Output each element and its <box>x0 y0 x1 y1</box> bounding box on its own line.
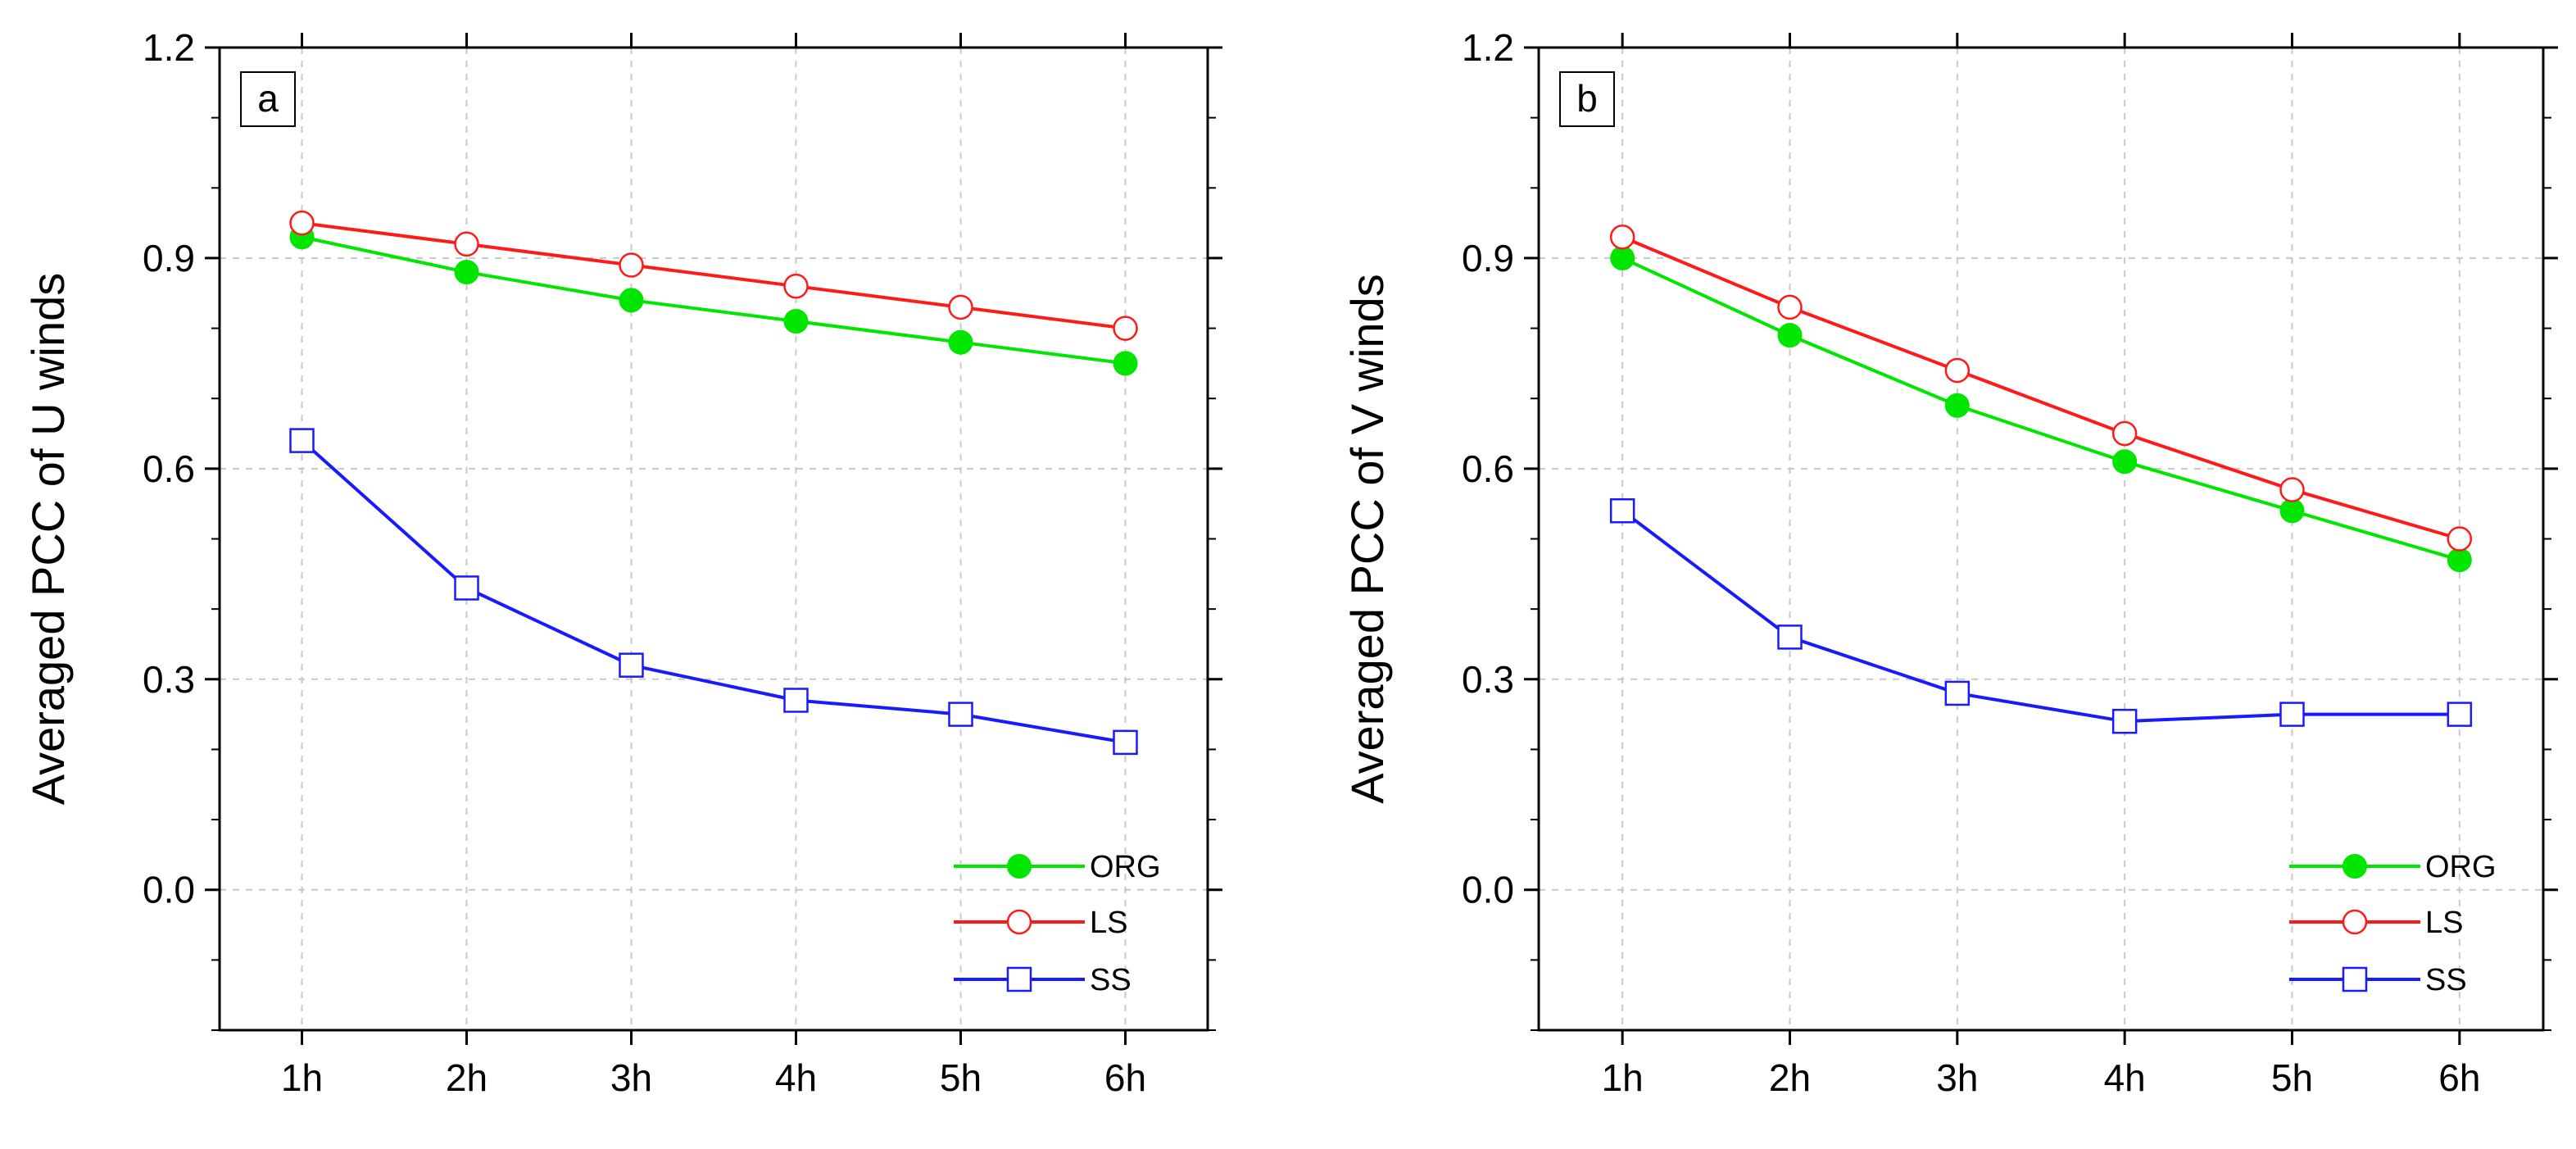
data-point-ls <box>2447 526 2473 552</box>
data-point-org <box>2112 449 2138 475</box>
series-ls <box>1609 224 2473 552</box>
panel-a: 0.0 0.3 0.6 0.9 1.2 1h 2h 3h 4h 5h 6h Averaged PCC … <box>22 26 1222 1099</box>
x-tick-label: 2h <box>446 1056 488 1099</box>
x-tick-label: 1h <box>1602 1056 1644 1099</box>
panel-label: a <box>257 77 279 120</box>
legend-entry-ss: SS <box>2289 963 2467 997</box>
series-ss <box>289 428 1138 756</box>
legend-label: LS <box>1090 906 1127 940</box>
y-tick-label: 0.3 <box>1462 658 1514 701</box>
legend-entry-org: ORG <box>954 850 1161 884</box>
data-point-ls <box>1777 294 1803 320</box>
legend-label: ORG <box>2425 850 2497 884</box>
y-tick-label: 0.3 <box>143 658 195 701</box>
legend-label: SS <box>2425 963 2467 997</box>
data-point-ls <box>1609 224 1635 250</box>
y-tick-label: 0.9 <box>1462 237 1514 279</box>
data-point-ls <box>948 294 973 320</box>
data-point-ss <box>948 702 973 727</box>
x-tick-label: 3h <box>610 1056 652 1099</box>
data-point-ls <box>2279 477 2305 502</box>
data-point-org <box>1610 245 1635 270</box>
data-point-ss <box>289 428 315 453</box>
legend-entry-ls: LS <box>2289 906 2463 940</box>
y-tick-label: 1.2 <box>143 26 195 69</box>
data-point-ss <box>1113 729 1138 756</box>
panel-label-box <box>240 71 296 127</box>
data-point-ss <box>783 688 809 713</box>
data-point-ss <box>1944 680 1971 706</box>
series-line-org <box>302 235 1126 366</box>
x-tick-label: 1h <box>281 1056 323 1099</box>
series-line-org <box>1621 257 2460 562</box>
data-point-ls <box>1944 357 1971 384</box>
legend-marker <box>2342 966 2368 992</box>
plot-frame <box>218 46 1209 1032</box>
data-point-org <box>1113 351 1138 376</box>
y-tick-label: 0.6 <box>143 447 195 490</box>
data-point-ls <box>289 210 315 236</box>
legend-marker <box>1006 909 1032 935</box>
data-point-org <box>2279 498 2305 524</box>
y-tick-label: 0.6 <box>1462 447 1514 490</box>
x-tick-label: 2h <box>1769 1056 1811 1099</box>
series-org <box>1610 245 2472 573</box>
x-tick-label: 5h <box>2271 1056 2313 1099</box>
data-point-ss <box>619 652 644 678</box>
data-point-ss <box>2111 708 2138 734</box>
data-point-ls <box>454 231 479 257</box>
x-tick-label: 6h <box>1104 1056 1146 1099</box>
series-line-ls <box>302 221 1126 330</box>
legend-label: SS <box>1090 963 1132 997</box>
series-line-ls <box>1621 235 2460 541</box>
data-point-ss <box>454 575 479 601</box>
data-point-ls <box>1113 316 1138 341</box>
x-tick-label: 5h <box>940 1056 982 1099</box>
data-point-org <box>454 260 479 285</box>
series-ss <box>1609 497 2473 734</box>
legend-label: ORG <box>1090 850 1161 884</box>
data-point-ss <box>1777 624 1803 650</box>
x-tick-label: 3h <box>1936 1056 1978 1099</box>
series-line-ss <box>1621 509 2460 724</box>
series-org <box>289 225 1138 376</box>
legend-marker <box>1006 966 1032 992</box>
panel-label: b <box>1576 77 1598 120</box>
legend-marker <box>2342 909 2368 935</box>
data-point-org <box>619 288 644 313</box>
data-point-ss <box>2447 702 2473 727</box>
legend-entry-ss: SS <box>954 963 1132 997</box>
x-tick-label: 6h <box>2438 1056 2480 1099</box>
x-tick-label: 4h <box>775 1056 817 1099</box>
data-point-org <box>783 309 809 334</box>
data-point-org <box>948 329 973 355</box>
panel-label-box <box>1559 71 1615 127</box>
y-tick-label: 0.0 <box>143 869 195 911</box>
y-axis-title: Averaged PCC of V winds <box>1341 274 1393 803</box>
data-point-ss <box>2279 702 2305 727</box>
y-tick-label: 1.2 <box>1462 26 1514 69</box>
series-ls <box>289 210 1138 341</box>
x-tick-label: 4h <box>2104 1056 2146 1099</box>
panel-b: 0.0 0.3 0.6 0.9 1.2 1h 2h 3h 4h 5h 6h Averaged PCC … <box>1341 26 2558 1099</box>
data-point-ls <box>783 273 809 299</box>
y-tick-label: 0.9 <box>143 237 195 279</box>
legend-marker <box>1007 854 1032 879</box>
y-tick-label: 0.0 <box>1462 869 1514 911</box>
data-point-ss <box>1609 497 1635 524</box>
data-point-ls <box>2111 420 2138 447</box>
y-axis-title: Averaged PCC of U winds <box>22 273 74 806</box>
data-point-org <box>2447 547 2472 573</box>
legend-marker <box>2342 854 2367 879</box>
legend-entry-ls: LS <box>954 906 1127 940</box>
data-point-org <box>1944 393 1970 418</box>
data-point-ls <box>619 252 644 278</box>
series-line-ss <box>301 439 1126 744</box>
data-point-org <box>1777 323 1803 348</box>
legend-entry-org: ORG <box>2289 850 2497 884</box>
legend-label: LS <box>2425 906 2463 940</box>
